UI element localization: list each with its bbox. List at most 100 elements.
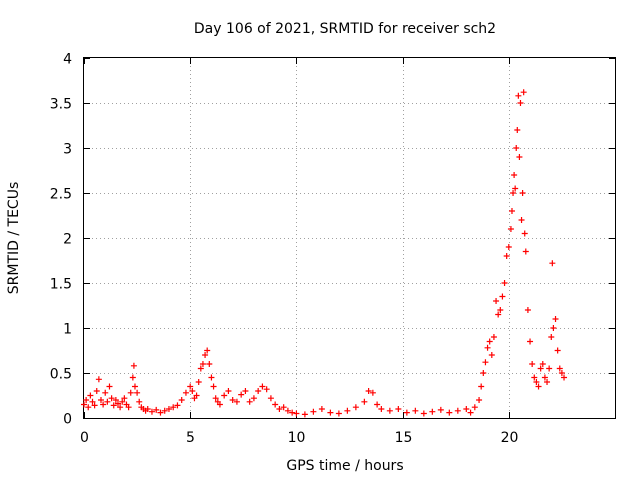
data-point-0-45 <box>195 379 202 385</box>
data-point-0-59 <box>233 398 240 405</box>
y-tick-label-3: 1.5 <box>50 277 72 293</box>
data-point-0-26 <box>134 389 141 396</box>
data-point-0-36 <box>165 406 172 412</box>
data-point-0-35 <box>161 407 168 414</box>
axis-ticks <box>84 58 615 419</box>
data-point-0-9 <box>100 401 107 408</box>
plot-frame <box>83 57 616 419</box>
data-point-0-31 <box>144 406 151 412</box>
data-point-0-48 <box>202 352 209 358</box>
data-point-0-10 <box>102 389 109 396</box>
data-point-0-60 <box>238 391 245 398</box>
data-point-0-61 <box>242 388 249 394</box>
data-point-0-142 <box>552 316 559 322</box>
data-point-0-22 <box>127 389 134 396</box>
data-point-0-25 <box>131 383 138 390</box>
data-point-0-89 <box>412 407 419 414</box>
data-point-0-95 <box>463 406 470 412</box>
data-point-0-99 <box>478 383 485 390</box>
data-point-0-93 <box>446 409 453 416</box>
data-point-0-73 <box>293 410 300 417</box>
data-point-0-129 <box>527 338 534 345</box>
data-point-0-94 <box>454 407 461 414</box>
data-point-0-47 <box>199 361 206 367</box>
data-point-0-75 <box>310 408 317 415</box>
data-point-0-130 <box>529 361 536 367</box>
data-point-0-126 <box>521 230 528 237</box>
data-point-0-97 <box>471 404 478 411</box>
data-point-0-119 <box>514 127 521 133</box>
data-point-0-74 <box>301 411 308 418</box>
data-point-0-17 <box>117 404 124 411</box>
data-point-0-24 <box>130 362 137 369</box>
data-point-0-5 <box>91 402 98 409</box>
data-point-0-79 <box>344 407 351 414</box>
data-point-0-42 <box>189 388 196 394</box>
y-tick-label-6: 3 <box>63 142 72 158</box>
data-point-0-96 <box>467 409 474 416</box>
data-point-0-55 <box>216 401 223 408</box>
data-point-0-127 <box>522 248 529 255</box>
data-point-0-76 <box>318 406 325 412</box>
data-point-0-114 <box>508 208 515 214</box>
data-point-0-106 <box>493 298 500 304</box>
data-point-0-120 <box>515 92 522 99</box>
data-point-0-133 <box>535 383 542 390</box>
data-point-0-137 <box>544 379 551 385</box>
data-point-0-69 <box>276 406 283 412</box>
data-point-0-32 <box>148 408 155 415</box>
data-point-0-146 <box>561 374 568 381</box>
data-point-0-92 <box>437 406 444 413</box>
data-point-0-56 <box>221 392 228 399</box>
data-point-0-12 <box>106 383 113 390</box>
data-point-0-85 <box>378 406 385 412</box>
x-tick-label-4: 20 <box>501 430 519 446</box>
x-tick-label-1: 5 <box>186 430 195 446</box>
data-point-0-109 <box>499 293 506 300</box>
data-point-0-41 <box>187 383 194 390</box>
data-point-0-50 <box>206 361 213 367</box>
data-point-0-62 <box>246 398 253 405</box>
data-point-0-116 <box>511 172 518 178</box>
data-point-0-0 <box>81 401 87 408</box>
data-point-0-70 <box>280 404 287 411</box>
data-point-0-80 <box>352 404 359 411</box>
data-point-0-40 <box>182 389 189 396</box>
data-point-0-112 <box>505 244 512 250</box>
data-point-0-2 <box>85 404 92 411</box>
data-point-0-122 <box>517 100 524 106</box>
data-point-0-108 <box>497 307 504 313</box>
data-point-0-63 <box>250 395 257 402</box>
data-point-0-136 <box>541 374 548 381</box>
data-point-0-103 <box>486 338 493 345</box>
data-point-0-15 <box>112 397 119 403</box>
data-point-0-125 <box>520 89 527 96</box>
data-point-0-123 <box>518 217 525 223</box>
data-point-0-57 <box>225 388 232 394</box>
data-point-0-37 <box>170 404 177 411</box>
data-point-0-38 <box>174 402 181 409</box>
data-point-0-107 <box>495 311 502 318</box>
data-point-0-143 <box>554 347 561 354</box>
data-point-0-131 <box>531 374 538 381</box>
data-point-0-105 <box>490 334 497 340</box>
data-point-0-64 <box>255 388 262 394</box>
data-point-0-104 <box>488 352 495 358</box>
data-point-0-67 <box>267 395 274 402</box>
data-point-0-84 <box>374 401 381 408</box>
data-point-0-115 <box>510 190 517 196</box>
y-tick-label-2: 1 <box>63 322 72 338</box>
y-tick-label-1: 0.5 <box>50 367 72 383</box>
data-point-0-65 <box>259 383 266 390</box>
data-point-0-145 <box>558 370 565 376</box>
y-tick-label-4: 2 <box>63 232 72 248</box>
data-point-0-39 <box>178 397 185 403</box>
data-point-0-13 <box>108 395 115 402</box>
data-point-0-44 <box>193 392 200 399</box>
x-axis-label: GPS time / hours <box>286 458 403 474</box>
data-point-0-66 <box>263 386 270 393</box>
y-tick-label-5: 2.5 <box>50 187 72 203</box>
data-point-0-90 <box>420 410 427 417</box>
data-point-0-113 <box>507 226 514 232</box>
